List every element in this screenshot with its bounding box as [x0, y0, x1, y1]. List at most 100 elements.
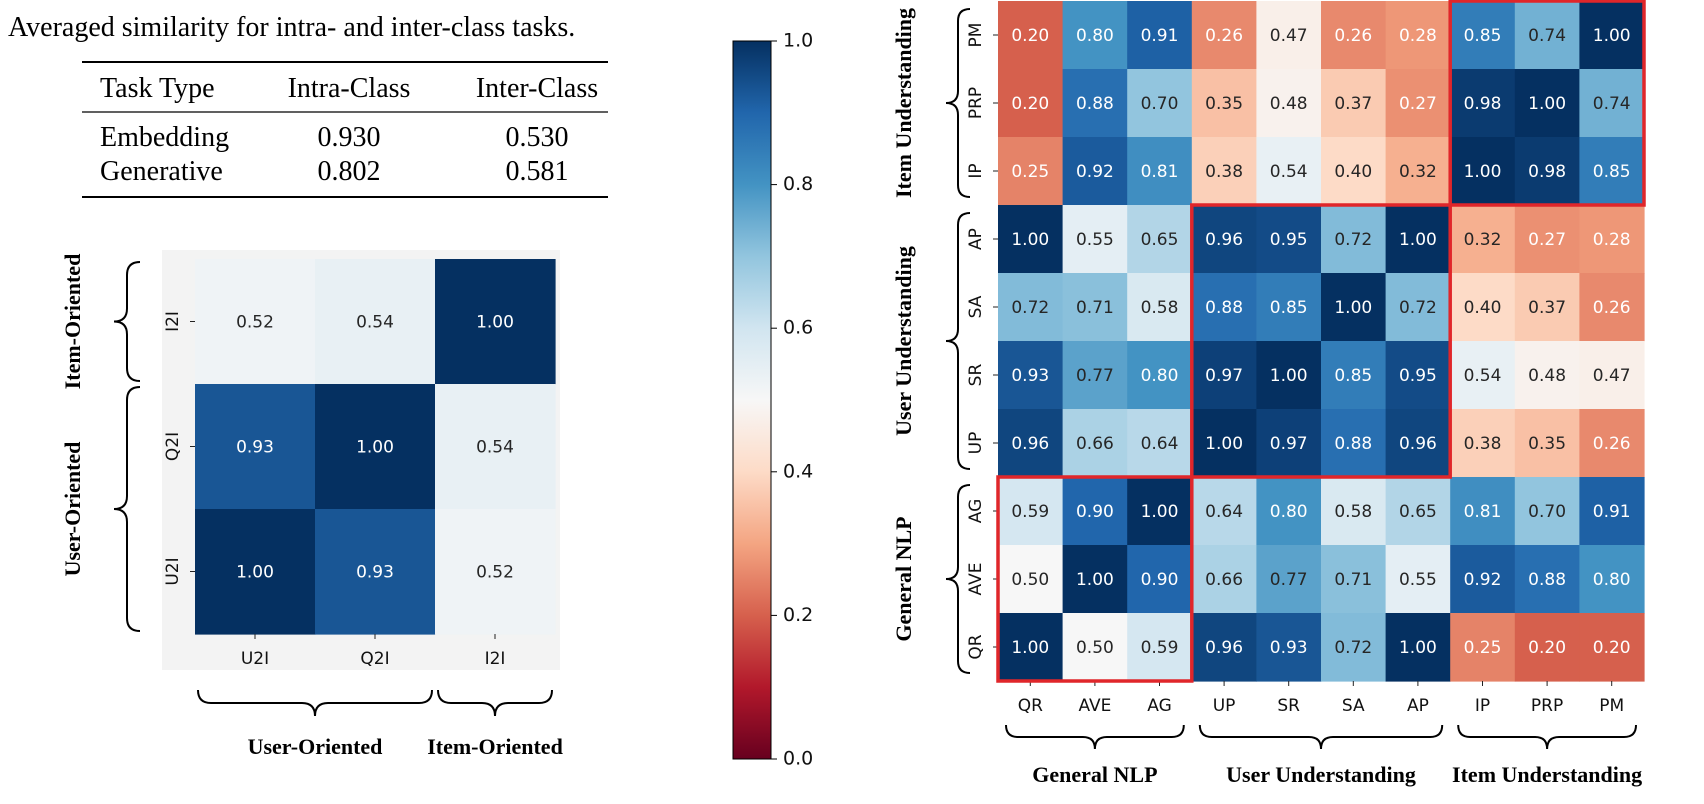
heatmap-cell	[1385, 613, 1451, 682]
cell-value-label: 0.97	[1270, 434, 1308, 454]
cell-value-label: 0.93	[236, 438, 274, 458]
cell-value-label: 0.47	[1270, 26, 1308, 46]
cell-value-label: 1.00	[1399, 230, 1437, 250]
heatmap-cell	[1127, 1, 1193, 70]
heatmap-cell	[1579, 613, 1645, 682]
cell-value-label: 0.96	[1011, 434, 1049, 454]
heatmap-cell	[1385, 137, 1451, 206]
table-caption: Averaged similarity for intra- and inter…	[8, 12, 575, 43]
cell-value-label: 0.72	[1399, 298, 1437, 318]
heatmap-cell	[1385, 1, 1451, 70]
highlight-box	[1448, 0, 1646, 207]
y-group-brace	[945, 8, 971, 198]
y-tick-label: PM	[966, 23, 986, 48]
heatmap-cell	[1450, 273, 1516, 342]
y-group-label: Item-Oriented	[60, 254, 85, 390]
cell-value-label: 0.55	[1399, 570, 1437, 590]
heatmap-cell	[1062, 477, 1128, 546]
cell-value-label: 0.26	[1593, 298, 1631, 318]
colorbar-tick-label: 0.2	[783, 604, 813, 626]
x-group-label: General NLP	[1032, 762, 1157, 787]
cell-value-label: 0.96	[1399, 434, 1437, 454]
heatmap-cell	[1256, 205, 1322, 274]
heatmap-cell	[1321, 137, 1387, 206]
cell-value-label: 0.54	[356, 313, 394, 333]
cell-value-label: 0.90	[1076, 502, 1114, 522]
heatmap-cell	[435, 509, 556, 635]
cell-value-label: 0.81	[1464, 502, 1502, 522]
cell-value-label: 0.70	[1528, 502, 1566, 522]
heatmap-cell	[1321, 1, 1387, 70]
y-tick-label: QR	[966, 634, 986, 659]
cell-value-label: 0.25	[1464, 638, 1502, 658]
heatmap-cell	[1514, 545, 1580, 614]
cell-value-label: 0.26	[1593, 434, 1631, 454]
heatmap-cell	[1191, 613, 1257, 682]
heatmap-cell	[1191, 205, 1257, 274]
x-tick-label: SR	[1277, 696, 1300, 716]
cell-value-label: 0.54	[1270, 162, 1308, 182]
heatmap-cell	[1256, 69, 1322, 138]
x-tick-label: I2I	[485, 649, 506, 669]
similarity-table: Averaged similarity for intra- and inter…	[8, 12, 608, 198]
heatmap-cell	[1256, 477, 1322, 546]
x-tick-label: U2I	[241, 649, 269, 669]
heatmap-cell	[1062, 613, 1128, 682]
colorbar-tick-label: 0.8	[783, 173, 813, 195]
cell-value-label: 0.48	[1270, 94, 1308, 114]
colorbar-tick-label: 0.4	[783, 460, 813, 482]
x-group-label: User Understanding	[1226, 762, 1416, 787]
right-heatmap: 0.20 0.80 0.91 0.26 0.47 0.26 0.28 0.85 0.74 1.00…	[966, 0, 1646, 716]
x-group-brace	[197, 689, 433, 717]
cell-value-label: 1.00	[1076, 570, 1114, 590]
cell-value-label: 0.25	[1011, 162, 1049, 182]
y-group-label: User Understanding	[891, 246, 916, 436]
x-tick-label: PRP	[1531, 696, 1563, 716]
heatmap-cell	[1385, 409, 1451, 478]
x-tick-label: AG	[1147, 696, 1172, 716]
cell-value-label: 1.00	[1399, 638, 1437, 658]
cell-value-label: 0.40	[1464, 298, 1502, 318]
heatmap-cell	[1450, 137, 1516, 206]
table-cell: 0.802	[318, 156, 381, 187]
cell-value-label: 0.20	[1593, 638, 1631, 658]
cell-value-label: 0.26	[1334, 26, 1372, 46]
heatmap-cell	[1579, 1, 1645, 70]
cell-value-label: 0.59	[1011, 502, 1049, 522]
heatmap-cell	[1127, 409, 1193, 478]
cell-value-label: 0.27	[1399, 94, 1437, 114]
x-tick-label: IP	[1475, 696, 1490, 716]
cell-value-label: 1.00	[1593, 26, 1631, 46]
highlight-box	[996, 475, 1194, 683]
x-tick-label: QR	[1018, 696, 1043, 716]
heatmap-cell	[1127, 69, 1193, 138]
cell-value-label: 0.35	[1205, 94, 1243, 114]
cell-value-label: 0.81	[1141, 162, 1179, 182]
heatmap-cell	[1191, 69, 1257, 138]
cell-value-label: 0.66	[1205, 570, 1243, 590]
x-group-label: Item-Oriented	[427, 734, 563, 759]
heatmap-cell	[315, 259, 436, 385]
cell-value-label: 0.93	[1270, 638, 1308, 658]
cell-value-label: 0.88	[1334, 434, 1372, 454]
heatmap-cell	[998, 69, 1064, 138]
heatmap-cell	[1321, 477, 1387, 546]
x-tick-label: SA	[1342, 696, 1365, 716]
y-group-brace	[945, 484, 971, 674]
heatmap-cell	[195, 509, 316, 635]
cell-value-label: 1.00	[236, 563, 274, 583]
heatmap-cell	[1514, 409, 1580, 478]
heatmap-cell	[998, 477, 1064, 546]
cell-value-label: 0.38	[1464, 434, 1502, 454]
heatmap-cell	[1062, 273, 1128, 342]
heatmap-cell	[1127, 205, 1193, 274]
cell-value-label: 0.71	[1334, 570, 1372, 590]
cell-value-label: 1.00	[476, 313, 514, 333]
cell-value-label: 0.58	[1141, 298, 1179, 318]
cell-value-label: 0.80	[1270, 502, 1308, 522]
heatmap-cell	[1385, 477, 1451, 546]
table-cell: 0.930	[318, 122, 381, 153]
heatmap-cell	[1191, 273, 1257, 342]
cell-value-label: 0.92	[1464, 570, 1502, 590]
